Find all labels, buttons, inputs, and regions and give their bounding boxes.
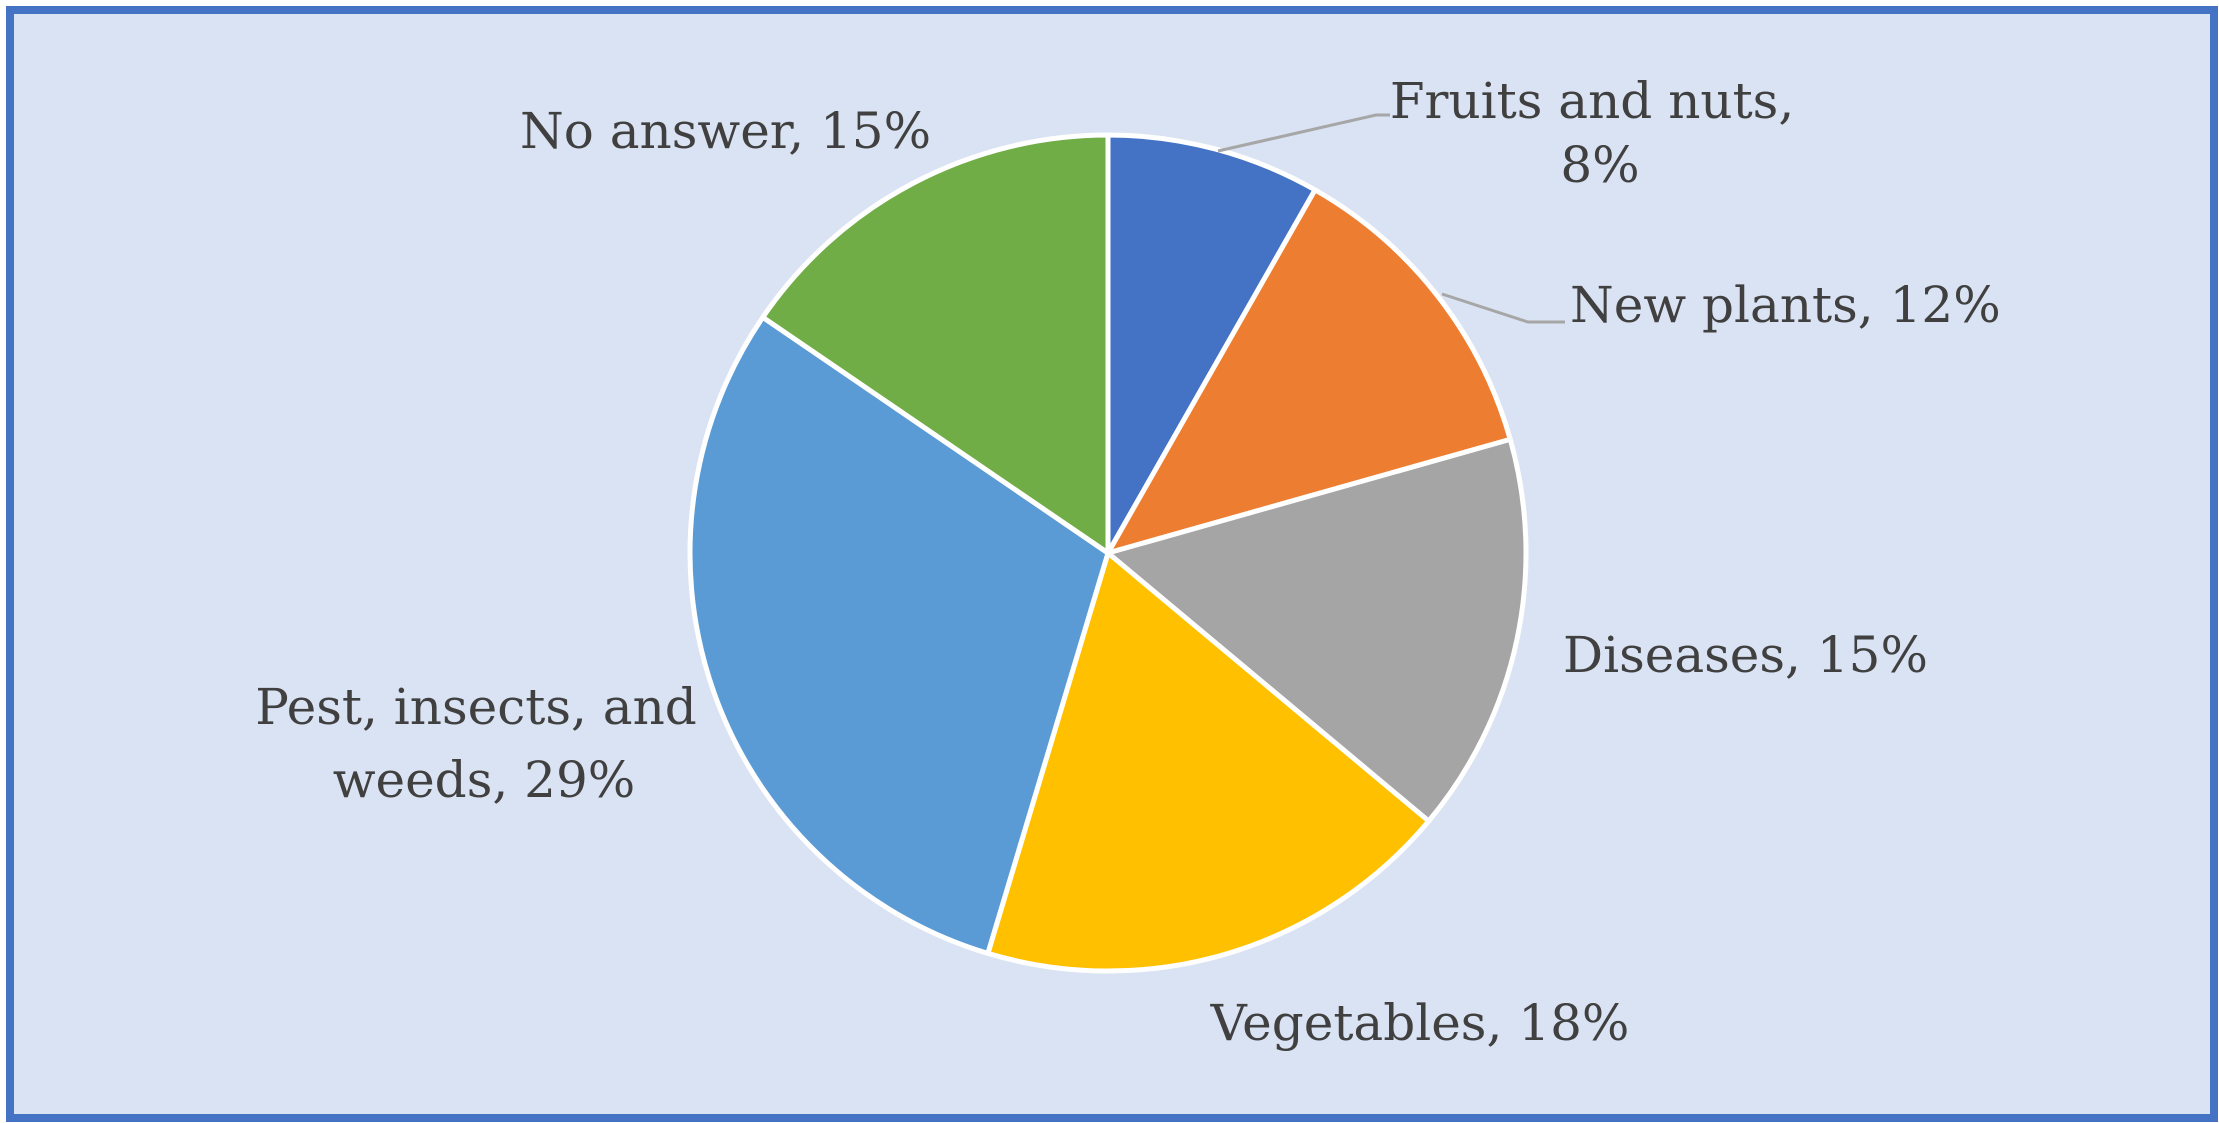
slice-label-fruits-and-nuts: Fruits and nuts, 8% — [1390, 72, 1810, 194]
slice-label-diseases: Diseases, 15% — [1563, 626, 1928, 684]
slice-label-new-plants: New plants, 12% — [1570, 276, 2001, 334]
pie-slice-fruits-and-nuts — [1105, 132, 1318, 556]
pie-slice-pest-insects-and-weeds — [687, 314, 1111, 956]
leader-line-new-plants — [1441, 292, 1565, 324]
slice-label-no-answer: No answer, 15% — [520, 102, 931, 160]
pie-slice-new-plants — [1105, 187, 1513, 556]
leader-line-fruits-and-nuts — [1217, 113, 1390, 153]
pie-slice-no-answer — [760, 132, 1111, 556]
pie-slice-diseases — [1105, 436, 1529, 824]
slice-labels: Fruits and nuts, 8% New plants, 12% Dise… — [255, 72, 2000, 1052]
pie-slices — [687, 132, 1529, 974]
pie-slice-vegetables — [985, 550, 1432, 974]
slice-label-pest-insects-weeds: Pest, insects, and weeds, 29% — [255, 678, 712, 809]
slice-label-vegetables: Vegetables, 18% — [1210, 994, 1630, 1052]
leader-lines — [1217, 113, 1565, 324]
